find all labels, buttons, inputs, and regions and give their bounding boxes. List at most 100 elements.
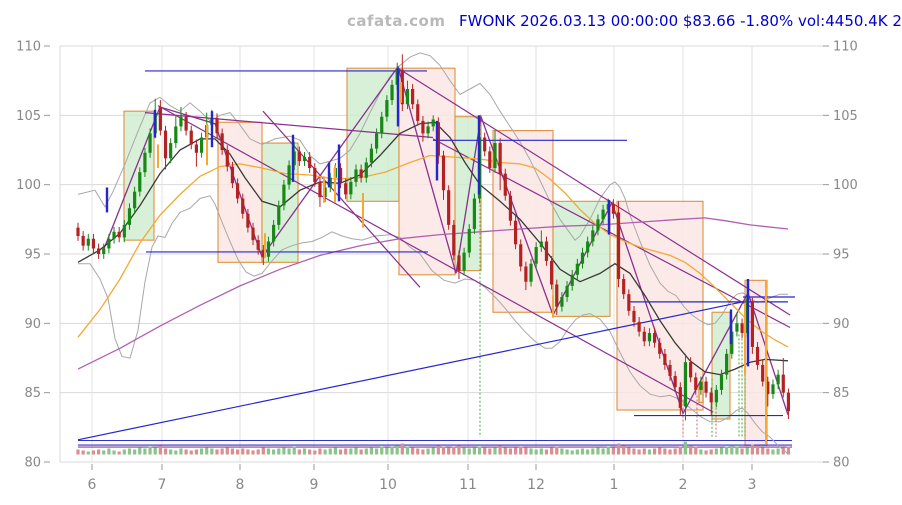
volume-bar (745, 447, 749, 455)
x-axis-month-label: 12 (527, 477, 545, 493)
volume-bar (400, 443, 404, 455)
candle-body (704, 381, 708, 393)
volume-bar (272, 449, 276, 455)
candle-body (235, 183, 240, 199)
volume-bar (302, 448, 307, 455)
candle-body (750, 302, 754, 347)
volume-bar (421, 449, 425, 455)
volume-bar (169, 449, 173, 455)
volume-bar (297, 449, 301, 455)
candle-body (616, 212, 621, 279)
candle-body (127, 208, 132, 225)
volume-bar (374, 448, 379, 455)
volume-bar (91, 450, 96, 455)
candle-body (786, 392, 791, 412)
candle-body (488, 151, 492, 169)
candle-body (256, 240, 260, 250)
volume-bar (761, 447, 765, 455)
candle-body (86, 238, 90, 246)
candle-body (534, 247, 538, 264)
volume-bar (735, 446, 739, 455)
volume-bar (441, 446, 446, 455)
volume-bar (328, 448, 332, 455)
candle-body (421, 120, 425, 134)
candle-body (158, 107, 162, 131)
purple-trendline (157, 105, 714, 413)
volume-bar (544, 449, 549, 455)
volume-bar (174, 450, 178, 455)
volume-bar (719, 447, 724, 455)
slow-ma-purple (77, 217, 789, 370)
moving-averages (77, 121, 789, 376)
candle-body (596, 219, 600, 231)
volume-bar (112, 450, 116, 455)
volume-bar (395, 445, 399, 455)
candle-body (467, 229, 471, 253)
volume-bar (781, 447, 785, 455)
candle-body (112, 231, 116, 239)
volume-bar (658, 447, 662, 455)
volume-bar (246, 449, 250, 455)
candle-body (266, 241, 271, 257)
volume-bar (81, 450, 85, 455)
volume-bar (714, 448, 718, 455)
candle-body (694, 377, 698, 390)
candle-body (385, 100, 389, 117)
volume-bar (632, 448, 636, 455)
candle-body (390, 84, 394, 101)
axis-labels: 110 110 105 105 100 100 95 95 90 90 85 85 80 80 6 7 8 9 10… (16, 40, 858, 494)
volume-bar (133, 449, 137, 455)
candle-body (766, 381, 770, 395)
mid-ma-orange (77, 154, 789, 348)
volume-bar (565, 449, 569, 455)
volume-bar (426, 448, 430, 455)
candle-body (519, 244, 523, 267)
candle-body (591, 230, 595, 242)
candle-body (117, 231, 121, 238)
candle-body (627, 294, 631, 311)
candle-body (539, 241, 543, 248)
candle-body (493, 143, 497, 169)
volume-bar (122, 449, 126, 455)
candle-body (452, 224, 456, 256)
volume-bar (519, 446, 523, 455)
watermark-brand: cafata.com (347, 12, 446, 30)
candle-body (338, 168, 343, 184)
candle-body (725, 353, 729, 375)
candle-body (163, 130, 168, 159)
volume-bar (462, 447, 466, 455)
volume-bar (251, 450, 255, 455)
volume-bar (344, 448, 348, 455)
volume-bar (493, 447, 497, 455)
candle-body (529, 263, 533, 282)
x-axis-month-label: 9 (310, 477, 319, 493)
candle-body (251, 227, 255, 241)
candle-body (611, 204, 615, 214)
volume-bar (323, 449, 327, 455)
volume-bar (318, 448, 322, 455)
candle-body (179, 116, 183, 127)
candle-body (498, 143, 502, 174)
volume-bar (689, 445, 693, 455)
candle-body (174, 126, 178, 144)
candle-body (472, 198, 476, 230)
candle-body (689, 362, 693, 378)
volume-bar (457, 445, 461, 455)
volume-bar (776, 448, 780, 455)
candle-body (184, 116, 188, 131)
candle-body (735, 323, 739, 332)
candle-body (344, 183, 348, 195)
candle-body (277, 205, 281, 225)
y-axis-label-right: 95 (833, 248, 850, 263)
volume-bar (725, 446, 729, 455)
volume-bar (683, 441, 688, 455)
candle-body (447, 190, 451, 225)
candle-body (781, 374, 785, 393)
candle-body (503, 173, 507, 196)
volume-bar (199, 448, 204, 455)
candle-body (755, 346, 760, 365)
quote-summary: FWONK 2026.03.13 00:00:00 $83.66 -1.80% … (459, 12, 902, 30)
volume-bar (354, 447, 358, 455)
volume-bar (663, 448, 667, 455)
